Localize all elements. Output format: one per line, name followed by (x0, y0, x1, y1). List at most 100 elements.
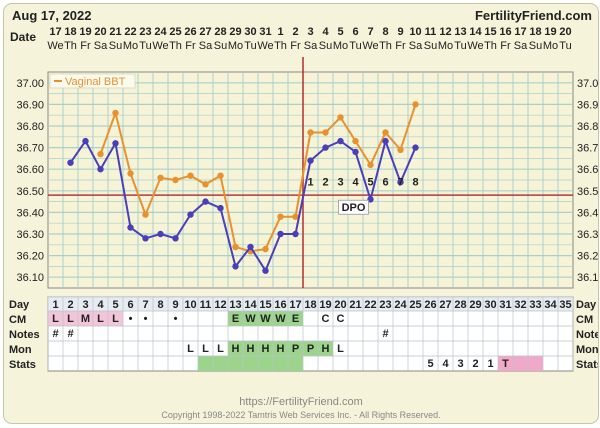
weekday-label: Mo (123, 40, 138, 52)
stats-cell-bg (273, 356, 288, 371)
stats-cell: 4 (442, 358, 449, 370)
weekday-label: Tu (454, 40, 466, 52)
data-point (307, 157, 314, 164)
weekday-label: Mo (543, 40, 558, 52)
cycle-day-number: 21 (349, 299, 361, 311)
data-point (127, 170, 134, 177)
chart-card: Aug 17, 2022 FertilityFriend.com Date 17 We 1… (3, 3, 600, 424)
cycle-day-number: 26 (424, 299, 436, 311)
chart-date: Aug 17, 2022 (12, 8, 92, 23)
cycle-day-number: 16 (274, 299, 286, 311)
cm-cell-bg (288, 311, 303, 326)
weekday-label: Su (214, 40, 227, 52)
date-label: 4 (322, 26, 329, 38)
y-tick-label-left: 37.00 (16, 78, 44, 90)
stats-row-label-left: Stats (9, 359, 36, 371)
stats-cell: 2 (472, 358, 478, 370)
stats-cell: 5 (427, 358, 433, 370)
cycle-day-number: 17 (289, 299, 301, 311)
mon-cell-bg (273, 341, 288, 356)
weekday-label: Tu (139, 40, 151, 52)
cm-cell-bg (228, 311, 243, 326)
weekday-label: Mo (438, 40, 453, 52)
cm-cell: W (275, 313, 286, 325)
data-point (277, 230, 284, 238)
data-point (262, 267, 269, 274)
cycle-day-number: 25 (409, 299, 421, 311)
data-point (142, 211, 149, 218)
stats-cell-bg (258, 356, 273, 371)
data-point (382, 137, 389, 145)
y-tick-label-left: 36.10 (16, 272, 44, 284)
y-tick-label-left: 36.80 (16, 121, 44, 133)
data-point (262, 245, 269, 253)
mon-cell-bg (243, 341, 258, 356)
data-point (352, 137, 359, 145)
weekday-label: We (152, 40, 168, 52)
y-tick-label-right: 36.10 (577, 272, 598, 284)
cycle-day-number: 2 (67, 299, 73, 311)
weekday-label: Th (64, 40, 77, 52)
data-point (97, 166, 104, 173)
series-line-second (69, 137, 417, 273)
data-point (412, 144, 419, 151)
cm-cell: E (292, 313, 299, 325)
data-point (67, 159, 74, 166)
notes-cell: # (67, 328, 73, 340)
legend-label: Vaginal BBT (65, 76, 126, 88)
stats-cell-bg (513, 356, 528, 371)
cm-cell-bg (273, 311, 288, 326)
date-label: 17 (514, 26, 526, 38)
date-label: 30 (244, 26, 256, 38)
mon-row-label-left: Mon (9, 344, 32, 356)
y-tick-label-left: 36.90 (16, 99, 44, 111)
cycle-day-number: 18 (304, 299, 316, 311)
cycle-day-number: 11 (200, 299, 212, 311)
dpo-number: 2 (322, 176, 328, 188)
data-point (232, 263, 239, 270)
mon-cell-bg (258, 341, 273, 356)
cycle-day-number: 12 (214, 299, 226, 311)
date-label: 31 (259, 26, 271, 38)
notes-row-label-left: Notes (9, 329, 40, 341)
dpo-number: 3 (337, 176, 343, 188)
y-tick-label-right: 36.20 (577, 251, 598, 263)
y-tick-label-right: 36.30 (577, 229, 598, 241)
date-label: 22 (124, 26, 136, 38)
weekday-label: Sa (199, 40, 213, 52)
y-tick-label-left: 36.60 (16, 164, 44, 176)
cm-cell-bg (243, 311, 258, 326)
weekday-label: We (467, 40, 483, 52)
data-point (112, 109, 119, 117)
dpo-number: 4 (352, 176, 359, 188)
cm-cell: W (245, 313, 256, 325)
y-tick-label-right: 37.00 (577, 78, 598, 90)
weekday-label: Tu (244, 40, 256, 52)
day-row-label-left: Day (9, 299, 30, 311)
data-point (247, 243, 254, 251)
y-tick-label-left: 36.20 (16, 251, 44, 263)
y-tick-label-left: 36.50 (16, 186, 44, 198)
date-label: 27 (199, 26, 211, 38)
weekday-label: Su (109, 40, 122, 52)
cycle-day-number: 23 (379, 299, 391, 311)
weekday-label: Fr (290, 40, 301, 52)
cycle-day-number: 13 (229, 299, 241, 311)
date-label: 5 (337, 26, 343, 38)
dpo-box (338, 199, 369, 215)
cm-cell: E (232, 313, 239, 325)
dpo-number: 5 (367, 176, 373, 188)
stats-row-label-right: Stats (576, 359, 598, 371)
data-point (337, 137, 344, 145)
date-label: 29 (229, 26, 241, 38)
data-point (397, 179, 404, 186)
mon-cell-bg (303, 341, 318, 356)
y-tick-label-left: 36.40 (16, 207, 44, 219)
cycle-day-number: 19 (319, 299, 331, 311)
cm-cell: • (129, 313, 133, 325)
date-label: 10 (409, 26, 421, 38)
mon-cell: H (322, 343, 330, 355)
mon-cell-bg (288, 341, 303, 356)
data-point (172, 235, 179, 242)
cycle-day-number: 29 (469, 299, 481, 311)
